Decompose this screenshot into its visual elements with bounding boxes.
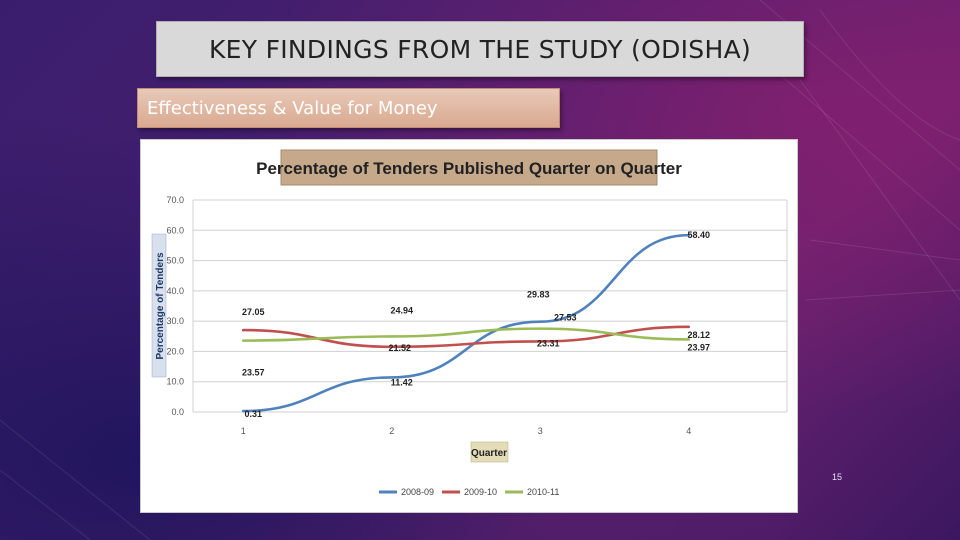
slide-title: KEY FINDINGS FROM THE STUDY (ODISHA) xyxy=(208,34,752,64)
data-label: 27.53 xyxy=(554,313,577,323)
data-labels: 0.31 11.42 29.83 58.40 27.05 21.52 23.31 28.12 2… xyxy=(242,230,710,419)
data-label: 28.12 xyxy=(687,330,710,340)
chart-panel: Percentage of Tenders Published Quarter … xyxy=(140,139,798,513)
data-label: 23.31 xyxy=(537,338,560,348)
data-label: 11.42 xyxy=(391,377,413,387)
data-label: 0.31 xyxy=(244,409,262,419)
y-tick-label: 50.0 xyxy=(166,256,184,266)
y-tick-label: 60.0 xyxy=(166,225,184,235)
y-tick-label: 20.0 xyxy=(166,346,184,356)
x-tick-label: 1 xyxy=(241,426,246,436)
chart-title: Percentage of Tenders Published Quarter … xyxy=(256,159,682,178)
slide-title-box: KEY FINDINGS FROM THE STUDY (ODISHA) xyxy=(156,21,804,77)
series-line-2010-11 xyxy=(241,327,691,342)
data-label: 29.83 xyxy=(527,290,550,300)
series-line-2009-10 xyxy=(241,325,691,349)
data-label: 24.94 xyxy=(390,305,413,315)
y-axis-label: Percentage of Tenders xyxy=(155,252,166,360)
y-axis-label-background xyxy=(151,233,167,378)
series-lines xyxy=(241,233,691,413)
x-axis-label-background xyxy=(470,441,509,463)
x-tick-labels: 1 2 3 4 xyxy=(241,426,692,436)
legend: 2008-09 2009-10 2010-11 xyxy=(379,487,559,497)
slide-subtitle: Effectiveness & Value for Money xyxy=(147,97,438,119)
line-chart: Percentage of Tenders Published Quarter … xyxy=(151,149,788,497)
x-tick-label: 2 xyxy=(389,426,394,436)
series-line-2008-09 xyxy=(241,233,691,413)
data-label: 23.57 xyxy=(242,368,265,378)
legend-label: 2008-09 xyxy=(401,487,434,497)
x-axis-label: Quarter xyxy=(471,448,507,459)
slide-subtitle-box: Effectiveness & Value for Money xyxy=(137,88,560,128)
y-tick-label: 30.0 xyxy=(166,316,184,326)
data-label: 58.40 xyxy=(687,230,710,240)
data-label: 23.97 xyxy=(687,342,710,352)
x-tick-label: 3 xyxy=(538,426,543,436)
data-label: 27.05 xyxy=(242,307,265,317)
page-number: 15 xyxy=(832,472,843,482)
gridlines xyxy=(192,199,788,413)
y-tick-label: 40.0 xyxy=(166,286,184,296)
y-tick-label: 70.0 xyxy=(166,195,184,205)
y-tick-labels: 0.0 10.0 20.0 30.0 40.0 50.0 60.0 70.0 xyxy=(166,195,184,417)
data-label: 21.52 xyxy=(388,343,411,353)
chart-title-background xyxy=(280,149,658,186)
x-tick-label: 4 xyxy=(686,426,691,436)
legend-label: 2010-11 xyxy=(527,487,559,497)
y-tick-label: 10.0 xyxy=(166,377,184,387)
y-tick-label: 0.0 xyxy=(171,407,184,417)
legend-label: 2009-10 xyxy=(464,487,497,497)
